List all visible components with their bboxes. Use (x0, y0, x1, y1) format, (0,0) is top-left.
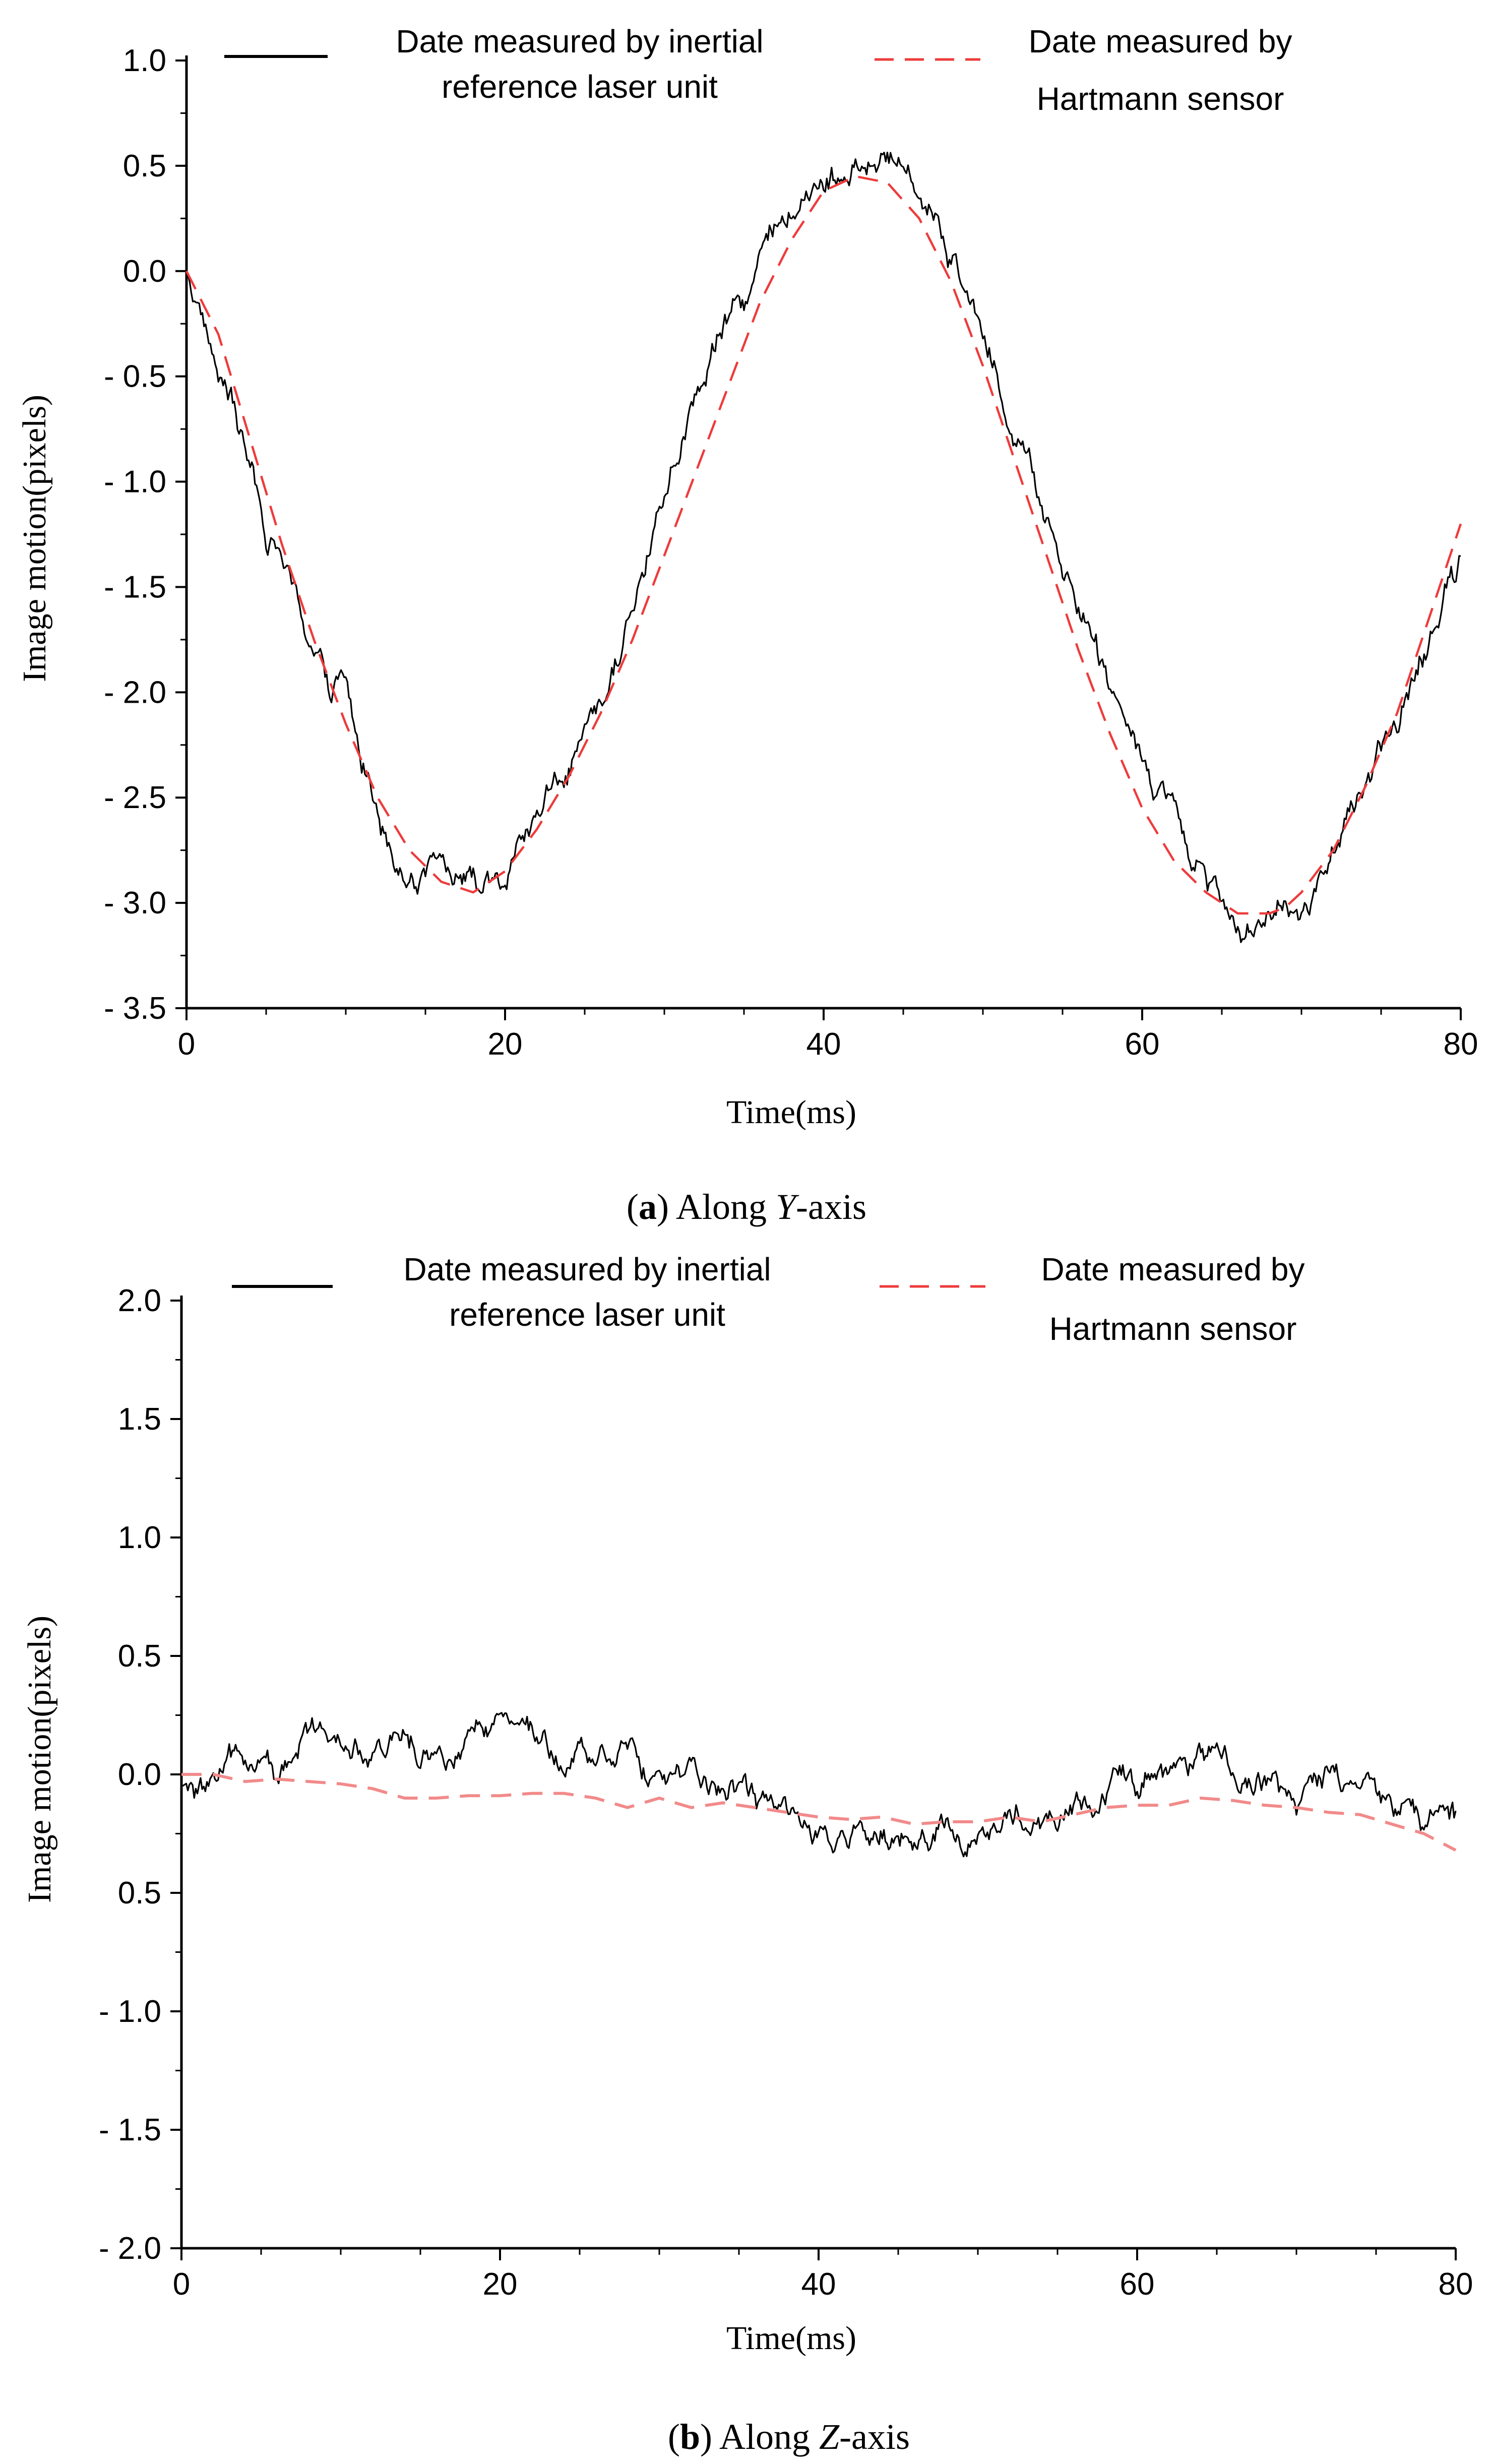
caption-a: (a) Along Y-axis (627, 1187, 866, 1227)
series-line-hartmann (181, 1773, 1457, 1852)
legend-label-inertial-line2: reference laser unit (449, 1297, 725, 1333)
y-tick-label: - 1.0 (99, 1994, 161, 2029)
y-tick-label: - 3.0 (104, 886, 166, 920)
caption-a-text: Along (669, 1187, 776, 1227)
x-tick-label: 60 (1125, 1027, 1160, 1062)
x-tick-label: 80 (1439, 2267, 1473, 2302)
caption-b-text: Along (712, 2417, 819, 2457)
caption-a-axis: Y (776, 1187, 799, 1227)
x-axis-label: Time(ms) (726, 1094, 856, 1131)
x-tick-label: 20 (488, 1027, 523, 1062)
x-tick-label: 0 (173, 2267, 190, 2302)
y-tick-label: - 0.5 (104, 359, 166, 394)
y-axis-label: Image motion(pixels) (16, 395, 53, 682)
caption-a-letter: a (639, 1187, 657, 1227)
x-tick-label: 80 (1444, 1027, 1478, 1062)
y-tick-label: 0.5 (118, 1876, 161, 1911)
caption-b-axis: Z (819, 2417, 840, 2457)
caption-b: (b) Along Z-axis (668, 2417, 910, 2457)
y-tick-label: - 2.0 (99, 2231, 161, 2266)
x-tick-label: 60 (1120, 2267, 1155, 2302)
y-tick-label: - 3.5 (104, 991, 166, 1026)
axes: 2.0 1.5 1.0 0.5 0.0 0.5 - 1.0 - 1.5 - 2.0 0 20 40 60… (99, 1283, 1473, 2302)
y-tick-label: 0.5 (123, 149, 166, 183)
legend-label-inertial-line1: Date measured by inertial (403, 1251, 771, 1287)
x-tick-label: 40 (801, 2267, 836, 2302)
x-tick-label: 0 (178, 1027, 195, 1062)
x-axis-label: Time(ms) (726, 2320, 856, 2357)
chart-panel-z-axis: Date measured by inertial reference lase… (21, 1251, 1473, 2457)
legend: Date measured by inertial reference lase… (232, 1251, 1304, 1347)
y-tick-label: - 2.5 (104, 780, 166, 815)
caption-a-suffix: -axis (796, 1187, 866, 1227)
legend: Date measured by inertial reference lase… (224, 23, 1292, 117)
y-tick-label: 0.0 (118, 1757, 161, 1792)
legend-label-hartmann-line2: Hartmann sensor (1049, 1311, 1297, 1347)
series-line-inertial (181, 1712, 1457, 1858)
y-tick-label: - 1.5 (104, 570, 166, 604)
y-tick-label: 1.5 (118, 1402, 161, 1437)
legend-label-hartmann-line1: Date measured by (1041, 1251, 1305, 1287)
y-tick-label: - 1.0 (104, 465, 166, 500)
legend-label-hartmann-line1: Date measured by (1029, 23, 1292, 59)
y-tick-label: - 2.0 (104, 675, 166, 710)
y-tick-label: - 1.5 (99, 2113, 161, 2147)
y-axis-label: Image motion(pixels) (21, 1616, 58, 1903)
x-tick-label: 20 (483, 2267, 518, 2302)
series-line-inertial (185, 151, 1461, 943)
y-tick-label: 0.0 (123, 254, 166, 289)
y-tick-label: 0.5 (118, 1639, 161, 1674)
legend-label-inertial-line2: reference laser unit (442, 69, 718, 105)
chart-panel-y-axis: Date measured by inertial reference lase… (16, 23, 1478, 1227)
legend-label-hartmann-line2: Hartmann sensor (1037, 81, 1284, 117)
y-tick-label: 2.0 (118, 1283, 161, 1318)
series-line-hartmann (185, 175, 1462, 915)
legend-label-inertial-line1: Date measured by inertial (396, 23, 763, 59)
axes: 1.0 0.5 0.0 - 0.5 - 1.0 - 1.5 - 2.0 - 2.5 - 3.0 -… (104, 43, 1478, 1062)
y-tick-label: 1.0 (123, 43, 166, 78)
caption-b-suffix: -axis (839, 2417, 910, 2457)
y-tick-label: 1.0 (118, 1520, 161, 1555)
x-tick-label: 40 (806, 1027, 841, 1062)
caption-b-letter: b (680, 2417, 700, 2457)
